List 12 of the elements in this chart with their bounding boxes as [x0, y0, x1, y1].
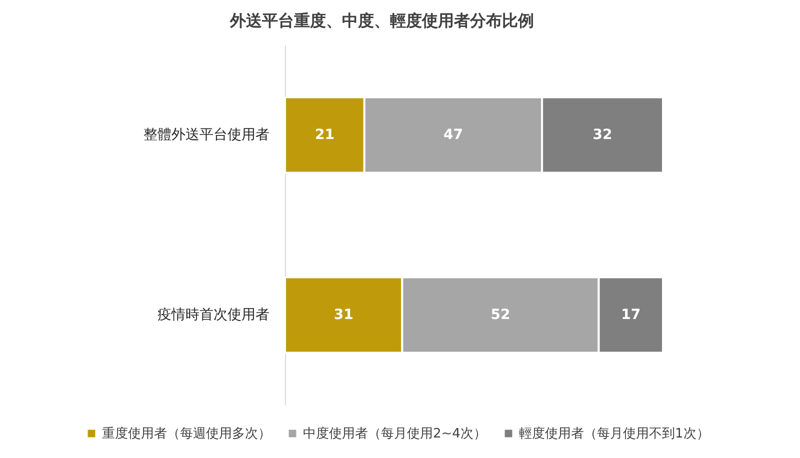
y-tick-label: 疫情時首次使用者 [158, 307, 270, 323]
data-label: 32 [592, 127, 612, 143]
legend-label: 重度使用者（每週使用多次） [102, 426, 271, 442]
data-label: 52 [490, 307, 510, 323]
data-label: 17 [621, 307, 641, 323]
legend-label: 輕度使用者（每月使用不到1次） [519, 426, 710, 442]
data-label: 47 [443, 127, 463, 143]
legend-label: 中度使用者（每月使用2~4次） [303, 426, 486, 442]
data-label: 31 [334, 307, 354, 323]
y-tick-label: 整體外送平台使用者 [144, 127, 270, 143]
data-label: 21 [314, 127, 334, 143]
chart-title: 外送平台重度、中度、輕度使用者分布比例 [229, 11, 534, 30]
